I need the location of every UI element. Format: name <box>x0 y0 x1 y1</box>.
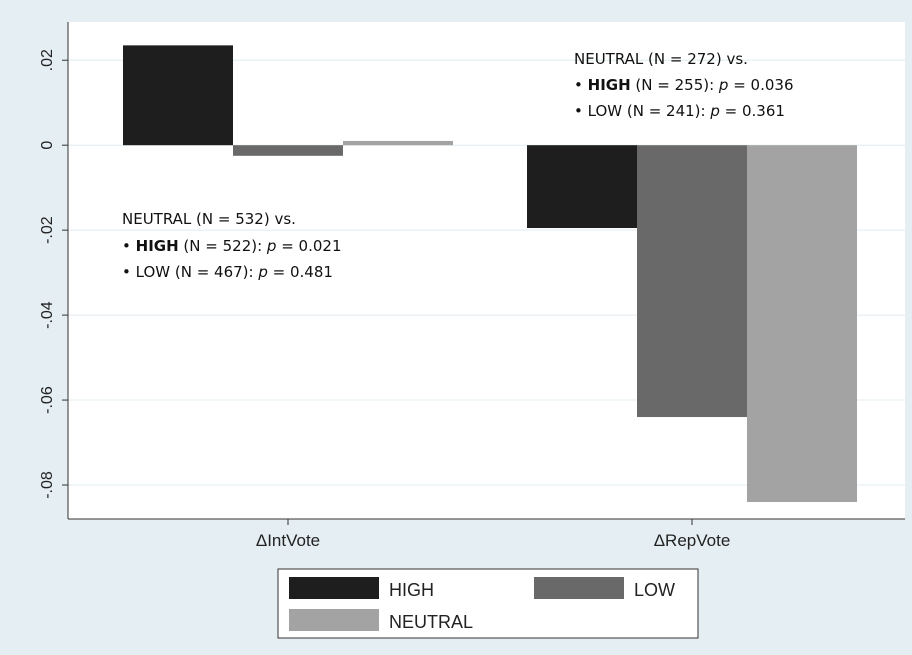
legend: HIGH LOW NEUTRAL <box>277 568 699 639</box>
x-category-label: ΔRepVote <box>654 531 731 550</box>
bar-neutral-intvote <box>343 140 453 146</box>
y-tick-label: 0 <box>39 141 56 150</box>
legend-label-high: HIGH <box>389 580 434 600</box>
n-text: (N = 467): <box>170 263 258 281</box>
legend-label-low: LOW <box>634 580 675 600</box>
bar-neutral-repvote <box>747 145 857 503</box>
y-tick-label: .02 <box>39 49 56 71</box>
x-category-labels: ΔIntVote ΔRepVote <box>256 519 730 550</box>
group-name: HIGH <box>136 237 179 255</box>
bullet: • <box>122 237 131 255</box>
y-tick-label: -.02 <box>39 216 56 244</box>
bars <box>123 45 857 503</box>
y-tick-label: -.04 <box>39 301 56 329</box>
bar-low-intvote <box>233 145 343 156</box>
annotation-header: NEUTRAL (N = 272) vs. <box>574 50 748 68</box>
n-text: (N = 255): <box>631 76 719 94</box>
n-text: (N = 522): <box>179 237 267 255</box>
legend-label-neutral: NEUTRAL <box>389 612 473 632</box>
bullet: • <box>122 263 131 281</box>
group-name: LOW <box>588 102 623 120</box>
axes <box>67 22 905 520</box>
bar-low-repvote <box>637 145 747 418</box>
bar-high-intvote <box>123 45 233 146</box>
p-value: = 0.036 <box>728 76 793 94</box>
legend-swatch-low <box>534 577 624 599</box>
annotation-repvote: NEUTRAL (N = 272) vs. • HIGH (N = 255): … <box>574 50 793 120</box>
y-tick-label: -.08 <box>39 471 56 499</box>
legend-swatch-high <box>289 577 379 599</box>
p-value: = 0.481 <box>268 263 333 281</box>
group-name: HIGH <box>588 76 631 94</box>
n-text: (N = 241): <box>622 102 710 120</box>
bullet: • <box>574 76 583 94</box>
y-tick-label: -.06 <box>39 386 56 414</box>
p-label: p <box>266 237 277 255</box>
annotation-line: • HIGH (N = 522): p = 0.021 <box>122 237 341 255</box>
p-label: p <box>709 102 720 120</box>
x-category-label: ΔIntVote <box>256 531 320 550</box>
p-value: = 0.361 <box>720 102 785 120</box>
y-ticks: .02 0 -.02 -.04 -.06 -.08 <box>39 49 68 499</box>
annotation-line: • HIGH (N = 255): p = 0.036 <box>574 76 793 94</box>
bar-high-repvote <box>527 145 637 229</box>
bullet: • <box>574 102 583 120</box>
annotation-line: • LOW (N = 241): p = 0.361 <box>574 102 785 120</box>
annotation-intvote: NEUTRAL (N = 532) vs. • HIGH (N = 522): … <box>122 210 341 281</box>
legend-swatch-neutral <box>289 609 379 631</box>
p-label: p <box>257 263 268 281</box>
annotation-line: • LOW (N = 467): p = 0.481 <box>122 263 333 281</box>
p-label: p <box>718 76 729 94</box>
annotation-header: NEUTRAL (N = 532) vs. <box>122 210 296 228</box>
p-value: = 0.021 <box>276 237 341 255</box>
group-name: LOW <box>136 263 171 281</box>
